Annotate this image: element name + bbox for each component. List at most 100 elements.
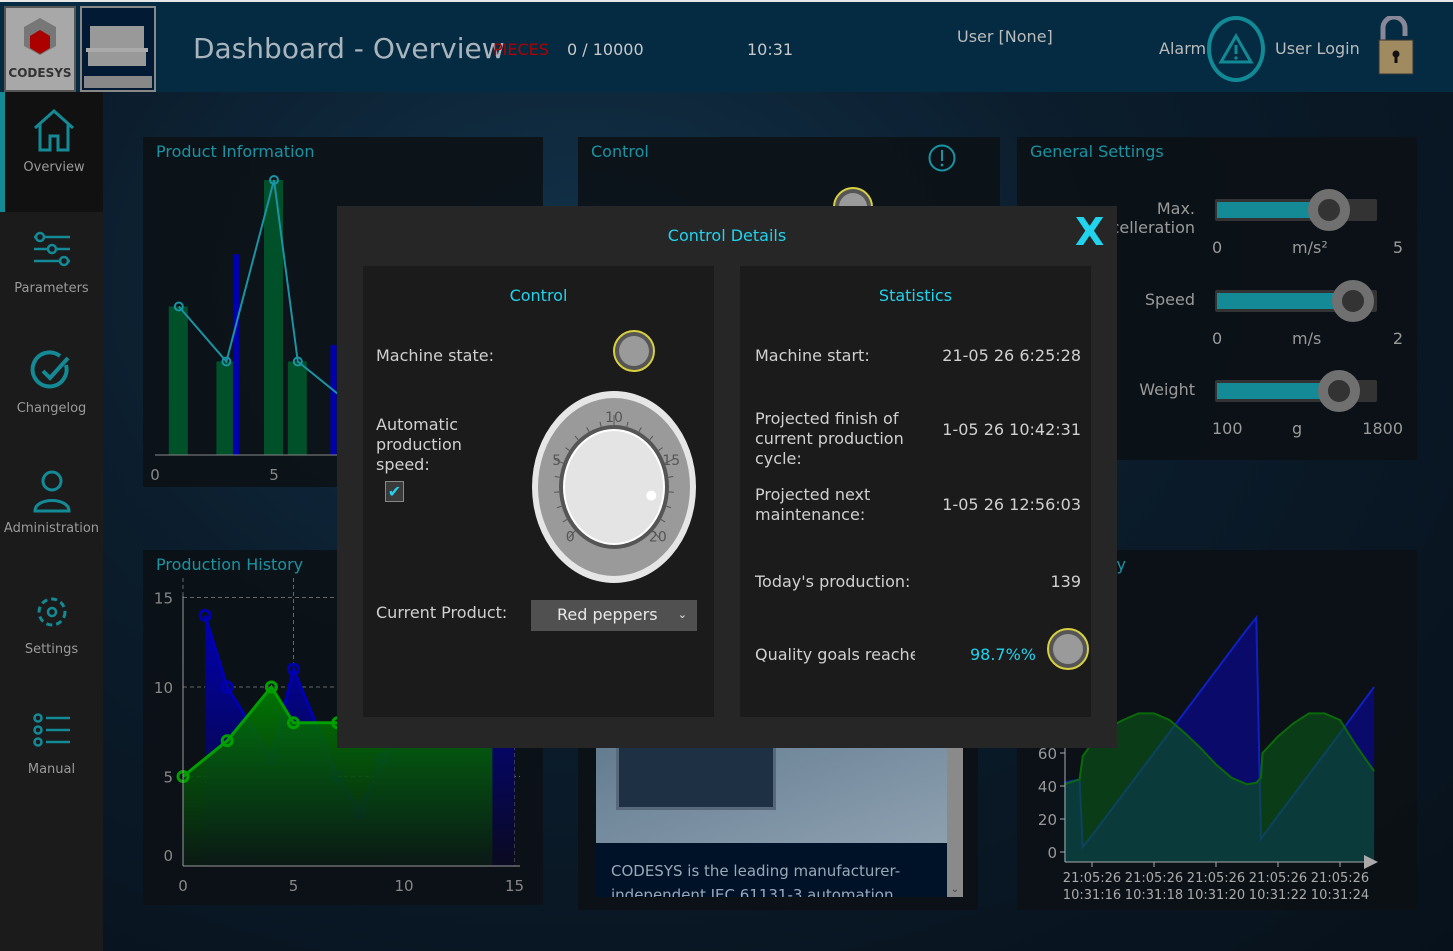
- home-icon: [33, 108, 75, 152]
- slider-max: 5: [1392, 238, 1403, 257]
- current-product-dropdown[interactable]: Red peppers ⌄: [531, 600, 697, 631]
- machine-state-lamp: [613, 330, 655, 372]
- dial-tick: [599, 421, 602, 427]
- dial-label: 15: [662, 453, 680, 469]
- stat-label: Projected next maintenance:: [755, 485, 871, 524]
- top-bar: CODESYS Dashboard - Overview PIECES 0 / …: [0, 0, 1453, 92]
- codesys-logo: CODESYS: [4, 6, 76, 92]
- current-product-label: Current Product:: [376, 603, 508, 622]
- panel-title: Production History: [156, 555, 304, 574]
- slider-thumb[interactable]: [1331, 280, 1374, 322]
- bar: [330, 345, 337, 455]
- check-circle-icon: [30, 350, 69, 389]
- slider-max: 1800: [1362, 419, 1403, 438]
- bar: [287, 361, 307, 455]
- slider-label: Max. Accelleration: [1091, 199, 1195, 237]
- scroll-down-icon[interactable]: ⌄: [950, 884, 960, 895]
- dial-label: 0: [566, 529, 575, 545]
- quality-lamp: [1047, 628, 1089, 670]
- x-tick-label: 10:31:24: [1311, 888, 1369, 903]
- statistics-section: Statistics Machine start: 21-05 26 6:25:…: [740, 266, 1091, 717]
- slider-thumb[interactable]: [1318, 370, 1361, 412]
- dial-tick: [554, 476, 560, 478]
- sidebar-item-overview[interactable]: Overview: [0, 92, 103, 212]
- data-point: [287, 716, 300, 730]
- sidebar-item-manual[interactable]: Manual: [0, 694, 103, 814]
- y-tick-label: 10: [154, 679, 173, 697]
- dial-tick: [649, 435, 654, 441]
- slider-thumb[interactable]: [1307, 189, 1350, 231]
- pieces-label: PIECES: [493, 40, 549, 59]
- alarm-button[interactable]: [1207, 16, 1265, 82]
- slider-max: 2: [1392, 329, 1403, 348]
- slider-1[interactable]: [1215, 280, 1377, 322]
- panel-title: Product Information: [156, 142, 315, 161]
- news-text: CODESYS is the leading manufacturer-inde…: [596, 843, 947, 897]
- sidebar-item-settings[interactable]: Settings: [0, 574, 103, 694]
- x-tick-label: 10:31:18: [1125, 888, 1183, 903]
- y-tick-label: 5: [163, 769, 173, 787]
- data-point: [292, 356, 303, 367]
- clock: 10:31: [747, 40, 794, 59]
- quality-value: 98.7%%: [969, 645, 1036, 664]
- data-point: [198, 608, 212, 622]
- user-login-button[interactable]: User Login: [1275, 39, 1360, 58]
- slider-label: Weight: [1139, 380, 1195, 399]
- dial-tick: [638, 427, 642, 432]
- user-icon: [32, 470, 71, 513]
- x-tick-label: 0: [150, 466, 160, 484]
- sidebar-item-parameters[interactable]: Parameters: [0, 213, 103, 333]
- auto-speed-checkbox[interactable]: ✔: [385, 481, 404, 502]
- slider-min: 0: [1212, 329, 1223, 348]
- x-tick-label: 21:05:26: [1063, 871, 1121, 886]
- slider-fill: [1217, 202, 1329, 218]
- x-tick-label: 15: [505, 877, 524, 895]
- stat-label: Quality goals reached: [755, 645, 915, 664]
- pieces-counter: 0 / 10000: [567, 40, 644, 59]
- data-point: [220, 734, 234, 748]
- dial-tick: [660, 518, 666, 523]
- page-title: Dashboard - Overview: [193, 32, 505, 65]
- stat-label: Machine start:: [755, 346, 870, 365]
- dial-label: 5: [552, 453, 561, 469]
- x-tick-label: 10:31:20: [1187, 888, 1245, 903]
- y-tick-label: 60: [1038, 745, 1057, 763]
- x-tick-label: 21:05:26: [1311, 871, 1369, 886]
- info-exclamation-icon[interactable]: [927, 142, 957, 176]
- x-tick-label: 5: [289, 877, 299, 895]
- y-tick-label: 0: [163, 847, 173, 865]
- stat-value: 21-05 26 6:25:28: [942, 346, 1081, 365]
- slider-2[interactable]: [1215, 370, 1377, 412]
- series-line: [178, 179, 347, 401]
- selected-product: Red peppers: [557, 605, 658, 624]
- slider-0[interactable]: [1215, 189, 1377, 231]
- data-point: [264, 680, 278, 694]
- stat-label: Projected finish of current production c…: [755, 409, 904, 468]
- current-user: User [None]: [957, 27, 1053, 46]
- sidebar-item-changelog[interactable]: Changelog: [0, 333, 103, 453]
- unlocked-padlock-icon[interactable]: [1375, 16, 1417, 78]
- data-point: [287, 662, 300, 676]
- close-button[interactable]: X: [1075, 210, 1105, 254]
- stat-label: Today's production:: [755, 572, 911, 591]
- dial-tick: [586, 427, 590, 432]
- dialog-title: Control Details: [667, 226, 787, 245]
- speed-dial[interactable]: 0 5 10 15 20: [531, 390, 697, 584]
- warning-triangle-icon: [1218, 32, 1254, 64]
- dial-tick: [652, 530, 660, 539]
- slider-unit: m/s²: [1292, 238, 1328, 257]
- x-tick-label: 5: [269, 466, 279, 484]
- x-tick-label: 10: [394, 877, 413, 895]
- sidebar-item-administration[interactable]: Administration: [0, 453, 103, 573]
- x-axis-arrow: [1364, 855, 1378, 869]
- dial-tick: [568, 530, 576, 539]
- dial-tick: [554, 458, 564, 464]
- sidebar: Overview Parameters Changelog Administra…: [0, 92, 103, 951]
- x-tick-label: 10:31:16: [1063, 888, 1121, 903]
- slider-fill: [1217, 293, 1353, 309]
- y-tick-label: 0: [1047, 844, 1057, 862]
- dial-tick: [556, 505, 562, 509]
- machine-state-label: Machine state:: [376, 346, 494, 365]
- dial-tick: [666, 505, 672, 509]
